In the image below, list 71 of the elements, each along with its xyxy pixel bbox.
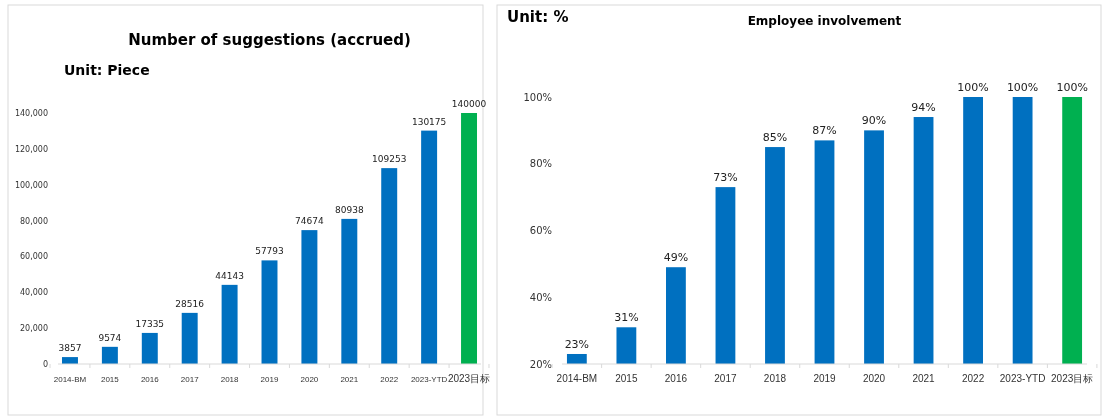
data-label: 90% [861,114,887,128]
y-tick-label: 120,000 [14,144,48,154]
chart-title: Employee involvement [747,14,902,28]
y-tick-label: 40,000 [20,288,48,298]
data-label: 57793 [255,246,284,257]
data-label: 44143 [215,270,244,281]
x-tick-label: 2019 [813,373,837,384]
y-tick-label: 80,000 [20,216,48,226]
data-label: 100% [957,81,989,94]
bar [181,312,198,364]
data-label: 109253 [372,154,407,165]
x-tick-label: 2023目标 [1051,373,1094,384]
y-tick-label: 20% [529,358,552,370]
x-tick-label: 2023目标 [447,373,491,384]
data-label: 28516 [175,298,205,309]
data-label: 31% [614,311,639,325]
y-tick-label: 20,000 [20,324,48,334]
x-tick-label: 2014-BM [53,375,87,384]
x-tick-label: 2017 [180,375,200,384]
data-label: 17335 [135,318,165,329]
y-tick-label: 140,000 [14,109,48,119]
data-label: 73% [713,171,738,185]
data-label: 74674 [295,216,324,227]
data-label: 85% [762,131,788,145]
data-label: 130175 [411,116,447,127]
x-tick-label: 2016 [664,373,688,384]
y-tick-label: 100% [523,91,552,103]
x-tick-label: 2014-BM [556,373,598,384]
y-tick-label: 100,000 [14,180,48,190]
data-label: 94% [911,101,936,115]
x-tick-label: 2022 [961,373,985,384]
x-tick-label: 2022 [380,375,399,384]
data-label: 140000 [451,99,487,109]
data-label: 87% [812,124,837,138]
x-tick-label: 2016 [140,375,160,384]
data-label: 49% [663,251,689,265]
x-tick-label: 2020 [862,373,886,384]
bar [341,218,358,364]
data-label: 9574 [98,332,122,343]
x-tick-label: 2021 [912,373,936,384]
x-tick-label: 2017 [714,373,737,384]
x-tick-label: 2021 [340,375,359,384]
y-tick-label: 40% [529,291,552,303]
bar [141,332,158,364]
bar [421,130,438,364]
y-tick-label: 80% [529,158,552,170]
y-tick-label: 0 [42,360,48,370]
chart-title: Number of suggestions (accrued) [128,31,411,49]
data-label: 80938 [334,204,364,215]
bar [381,168,398,364]
x-tick-label: 2015 [100,375,120,384]
x-tick-label: 2018 [220,375,240,384]
x-tick-label: 2019 [260,375,279,384]
data-label: 100% [1006,81,1039,94]
data-label: 3857 [58,343,82,354]
x-tick-label: 2023-YTD [999,373,1046,384]
x-tick-label: 2020 [300,375,319,384]
bar [261,260,278,364]
bar [101,346,118,364]
bar [301,230,318,364]
data-label: 23% [564,337,590,351]
y-tick-label: 60,000 [20,252,48,262]
x-tick-label: 2018 [763,373,787,384]
text: Unit: Piece [64,62,150,78]
x-tick-label: 2015 [615,373,638,384]
x-tick-label: 2023-YTD [410,375,448,384]
bar [221,284,238,364]
bar [461,113,478,364]
y-tick-label: 60% [529,225,552,237]
data-label: 100% [1056,81,1088,94]
text: Unit: % [507,8,569,26]
